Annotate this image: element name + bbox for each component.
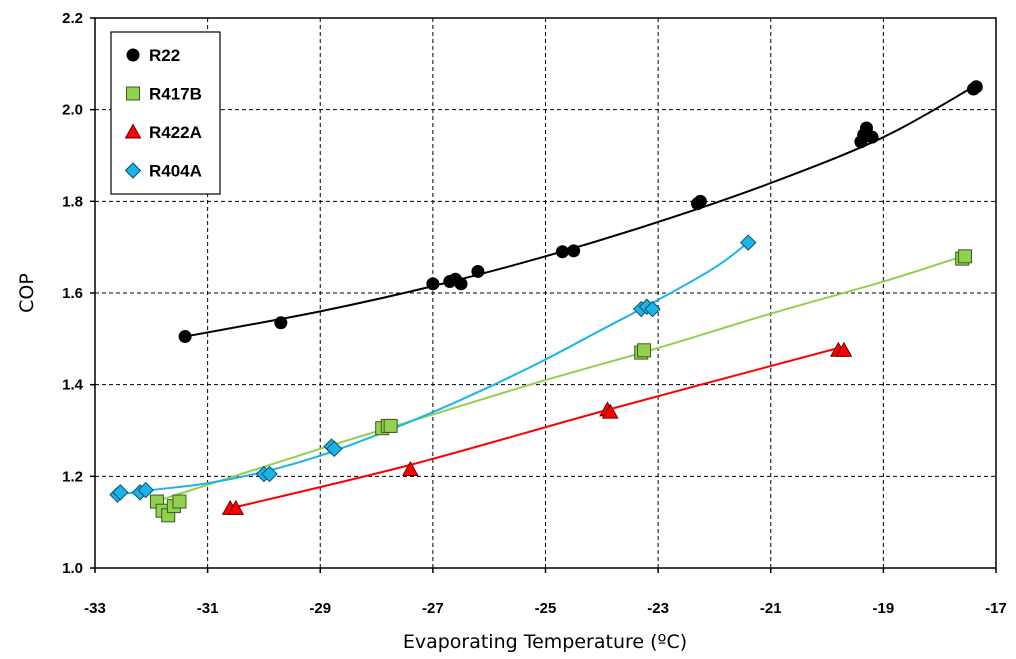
axis-ticks: -33 -31 -29 -27 -25 -23 -21 -19 -17 1.0 1.2 1.4 1.6 1… [62, 10, 1007, 617]
data-point-r22 [471, 264, 485, 278]
x-axis-title: Evaporating Temperature (ºC) [403, 631, 687, 653]
data-point-r22 [426, 277, 440, 291]
data-point-r22 [274, 316, 288, 330]
data-points [109, 80, 983, 523]
x-tick-label: -25 [535, 600, 557, 617]
data-point-r22 [969, 80, 983, 94]
trendline-r422a [229, 347, 839, 510]
data-point-r417b [958, 249, 973, 264]
data-point-r417b [383, 418, 398, 433]
x-tick-label: -29 [309, 600, 331, 617]
data-point-r404a [740, 234, 757, 251]
data-point-r422a [835, 341, 853, 357]
y-tick-label: 2.2 [62, 10, 83, 27]
data-point-r417b [172, 494, 187, 509]
x-tick-label: -23 [647, 600, 669, 617]
x-tick-label: -21 [760, 600, 782, 617]
data-point-r22 [555, 245, 569, 259]
data-point-r404a [644, 300, 661, 318]
y-tick-label: 1.2 [62, 468, 83, 485]
data-point-r22 [178, 330, 192, 344]
data-point-r404a [326, 440, 343, 458]
trendline-r404a [117, 241, 749, 496]
data-point-r404a [137, 481, 154, 499]
legend: R22 R417B R422A R404A [110, 31, 221, 195]
y-tick-label: 1.8 [62, 193, 83, 210]
data-point-r422a [227, 499, 245, 515]
data-point-r422a [402, 460, 419, 476]
data-point-r22 [454, 277, 468, 291]
y-axis-title: COP [16, 273, 38, 313]
y-tick-label: 1.6 [62, 285, 83, 302]
data-point-r417b [637, 343, 652, 358]
x-tick-label: -31 [197, 600, 219, 617]
x-tick-label: -17 [985, 600, 1007, 617]
legend-label-r417b: R417B [149, 85, 202, 104]
legend-marker-r22 [126, 48, 140, 62]
legend-marker-r404a [124, 162, 142, 179]
legend-label-r404a: R404A [149, 162, 202, 181]
y-tick-label: 2.0 [62, 102, 83, 119]
x-tick-label: -33 [84, 600, 106, 617]
data-point-r22 [865, 130, 879, 144]
trendline-r22 [184, 85, 974, 338]
data-point-r422a [601, 403, 619, 419]
data-point-r22 [567, 244, 581, 258]
data-point-r404a [112, 484, 129, 501]
data-point-r22 [693, 194, 707, 208]
grid-lines [95, 18, 996, 568]
x-tick-label: -27 [422, 600, 444, 617]
y-tick-label: 1.0 [62, 560, 83, 577]
data-point-r404a [261, 465, 278, 483]
y-tick-label: 1.4 [62, 377, 84, 394]
legend-marker-r422a [124, 123, 142, 139]
legend-label-r22: R22 [149, 46, 180, 65]
trendline-r417b [162, 255, 963, 501]
x-tick-label: -19 [873, 600, 895, 617]
legend-marker-r417b [126, 86, 140, 101]
legend-label-r422a: R422A [149, 123, 202, 142]
